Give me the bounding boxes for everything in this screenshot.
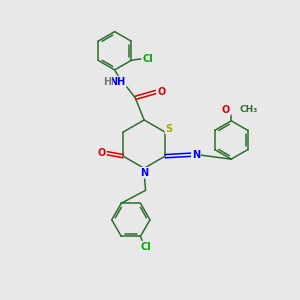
Text: O: O [98, 148, 106, 158]
Text: N: N [192, 150, 200, 160]
Text: O: O [157, 87, 165, 97]
Text: N: N [140, 168, 148, 178]
Text: Cl: Cl [141, 242, 152, 252]
Text: O: O [222, 105, 230, 115]
Text: NH: NH [110, 77, 126, 87]
Text: Cl: Cl [142, 54, 153, 64]
Text: CH₃: CH₃ [239, 106, 258, 115]
Text: S: S [165, 124, 172, 134]
Text: H: H [103, 77, 111, 87]
